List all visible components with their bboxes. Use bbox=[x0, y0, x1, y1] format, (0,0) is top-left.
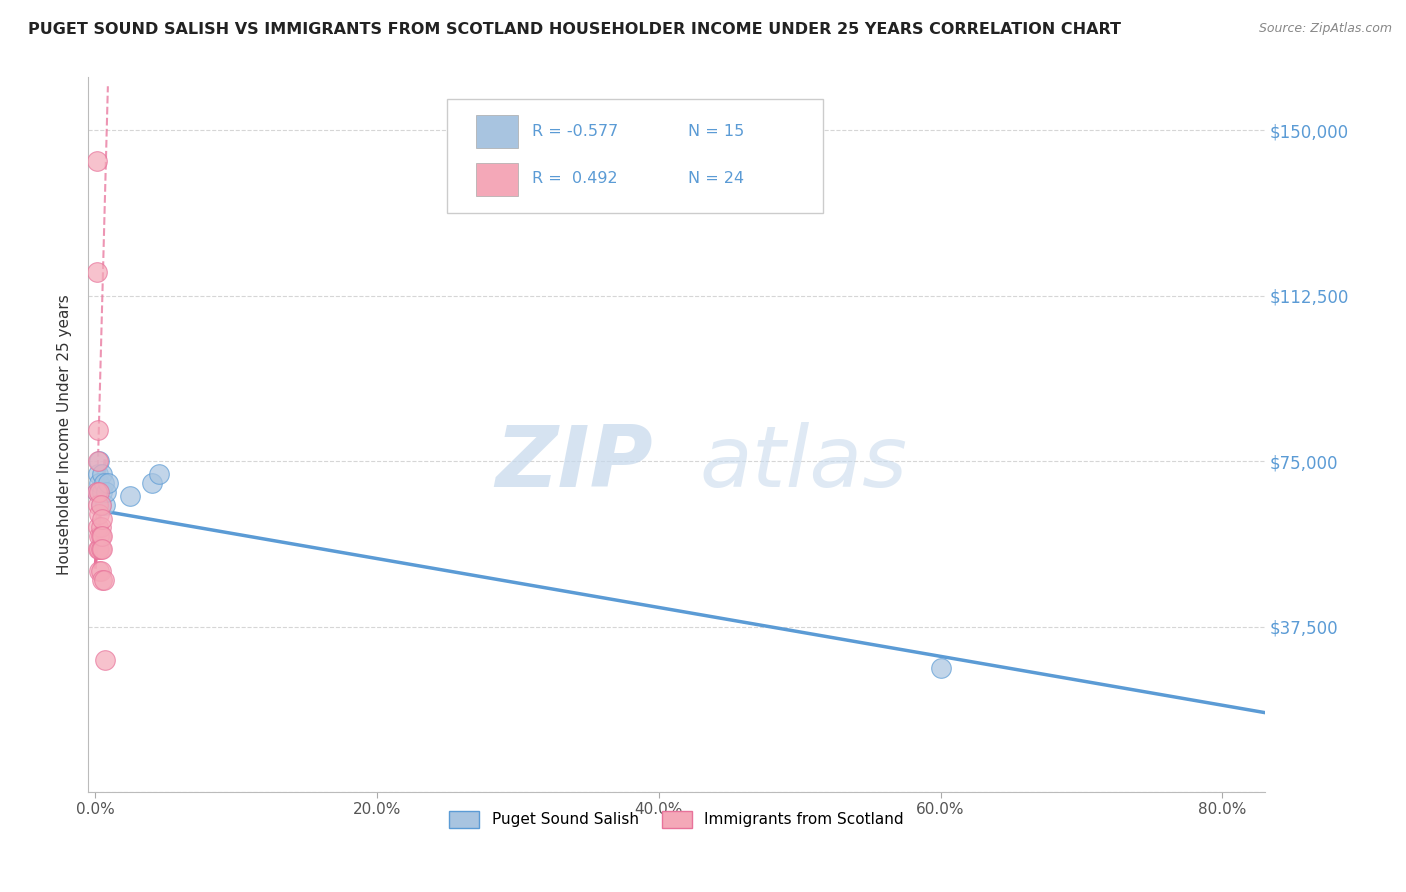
Point bbox=[91, 511, 114, 525]
Point bbox=[87, 520, 110, 534]
Text: atlas: atlas bbox=[700, 422, 908, 505]
Point bbox=[89, 507, 111, 521]
Point bbox=[91, 467, 114, 482]
Point bbox=[89, 565, 111, 579]
Point bbox=[90, 565, 112, 579]
Text: R =  0.492: R = 0.492 bbox=[531, 170, 617, 186]
Point bbox=[94, 498, 117, 512]
Text: N = 24: N = 24 bbox=[688, 170, 744, 186]
Point bbox=[93, 476, 115, 491]
Text: PUGET SOUND SALISH VS IMMIGRANTS FROM SCOTLAND HOUSEHOLDER INCOME UNDER 25 YEARS: PUGET SOUND SALISH VS IMMIGRANTS FROM SC… bbox=[28, 22, 1121, 37]
Point bbox=[96, 485, 118, 500]
Point bbox=[929, 661, 952, 675]
Text: ZIP: ZIP bbox=[495, 422, 652, 505]
Point bbox=[87, 454, 110, 468]
Point bbox=[87, 542, 110, 557]
Point bbox=[86, 264, 108, 278]
Point bbox=[87, 423, 110, 437]
Point bbox=[120, 490, 142, 504]
Point bbox=[89, 485, 111, 500]
Point bbox=[91, 542, 114, 557]
Point bbox=[87, 498, 110, 512]
Point bbox=[141, 476, 163, 491]
Point bbox=[91, 485, 114, 500]
Y-axis label: Householder Income Under 25 years: Householder Income Under 25 years bbox=[58, 294, 72, 575]
Point bbox=[89, 476, 111, 491]
Point bbox=[90, 529, 112, 543]
Point bbox=[89, 529, 111, 543]
Point bbox=[90, 520, 112, 534]
Point bbox=[90, 498, 112, 512]
Legend: Puget Sound Salish, Immigrants from Scotland: Puget Sound Salish, Immigrants from Scot… bbox=[443, 805, 910, 834]
Point bbox=[86, 485, 108, 500]
Point bbox=[87, 467, 110, 482]
Point bbox=[91, 529, 114, 543]
Point bbox=[86, 485, 108, 500]
FancyBboxPatch shape bbox=[447, 99, 824, 213]
Point bbox=[97, 476, 120, 491]
Point bbox=[89, 542, 111, 557]
FancyBboxPatch shape bbox=[477, 163, 517, 196]
Point bbox=[148, 467, 170, 482]
Text: R = -0.577: R = -0.577 bbox=[531, 124, 617, 139]
Text: Source: ZipAtlas.com: Source: ZipAtlas.com bbox=[1258, 22, 1392, 36]
Point bbox=[90, 542, 112, 557]
Point bbox=[90, 498, 112, 512]
FancyBboxPatch shape bbox=[477, 115, 517, 148]
Point bbox=[94, 653, 117, 667]
Point bbox=[91, 574, 114, 588]
Text: N = 15: N = 15 bbox=[688, 124, 744, 139]
Point bbox=[86, 154, 108, 169]
Point bbox=[93, 574, 115, 588]
Point bbox=[89, 454, 111, 468]
